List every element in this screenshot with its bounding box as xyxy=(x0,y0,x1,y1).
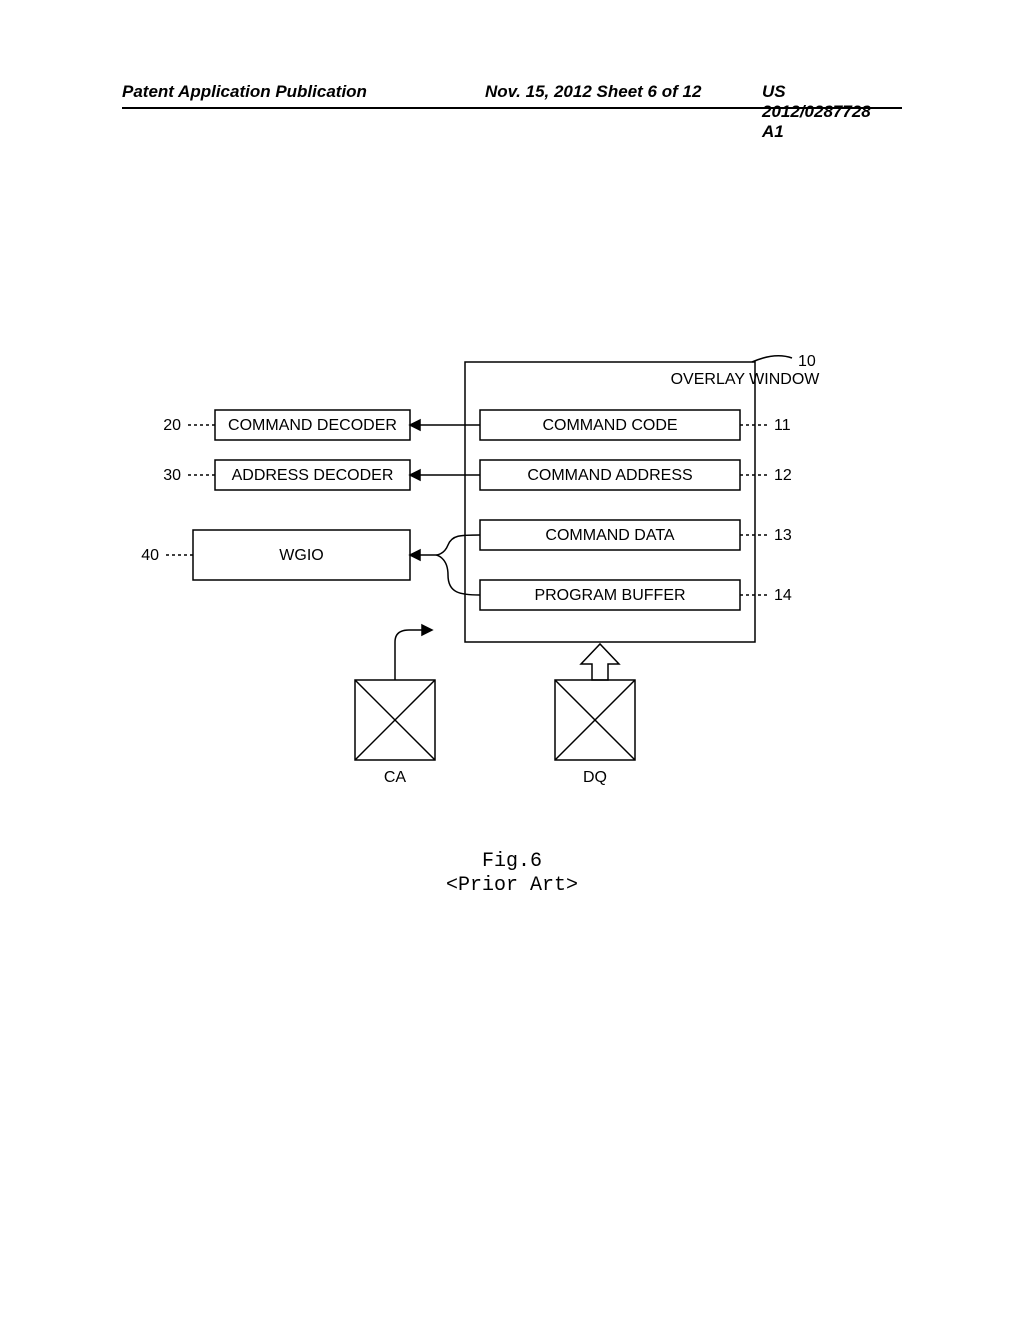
figure-caption-line1: Fig.6 xyxy=(0,850,1024,873)
ca-wire-head xyxy=(422,625,432,635)
wgio-ref: 40 xyxy=(141,547,159,564)
program-buffer-label: PROGRAM BUFFER xyxy=(534,587,685,604)
command-decoder-label: COMMAND DECODER xyxy=(228,417,397,434)
address-decoder-ref: 30 xyxy=(163,467,181,484)
command-decoder-ref: 20 xyxy=(163,417,181,434)
command-code-label: COMMAND CODE xyxy=(542,417,677,434)
command-address-ref: 12 xyxy=(774,467,792,484)
overlay-window-title: OVERLAY WINDOW xyxy=(671,371,821,388)
bracket-data-to-wgio xyxy=(436,535,480,595)
dq-up-arrow xyxy=(581,644,619,680)
arrow-addr-to-decoder-head xyxy=(410,470,420,480)
arrow-bracket-to-wgio-head xyxy=(410,550,420,560)
pad-ca-label: CA xyxy=(384,769,407,786)
command-data-ref: 13 xyxy=(774,527,792,544)
address-decoder-label: ADDRESS DECODER xyxy=(232,467,394,484)
diagram: OVERLAY WINDOW10 COMMAND CODE 11 COMMAND AD… xyxy=(0,0,1024,900)
command-data-label: COMMAND DATA xyxy=(545,527,675,544)
arrow-code-to-decoder-head xyxy=(410,420,420,430)
overlay-leader xyxy=(752,356,792,362)
wgio-label: WGIO xyxy=(279,547,323,564)
command-address-label: COMMAND ADDRESS xyxy=(527,467,692,484)
pad-dq-label: DQ xyxy=(583,769,607,786)
overlay-ref: 10 xyxy=(798,353,816,370)
command-code-ref: 11 xyxy=(774,417,791,434)
figure-caption-line2: <Prior Art> xyxy=(0,874,1024,897)
program-buffer-ref: 14 xyxy=(774,587,792,604)
ca-wire xyxy=(395,630,424,680)
